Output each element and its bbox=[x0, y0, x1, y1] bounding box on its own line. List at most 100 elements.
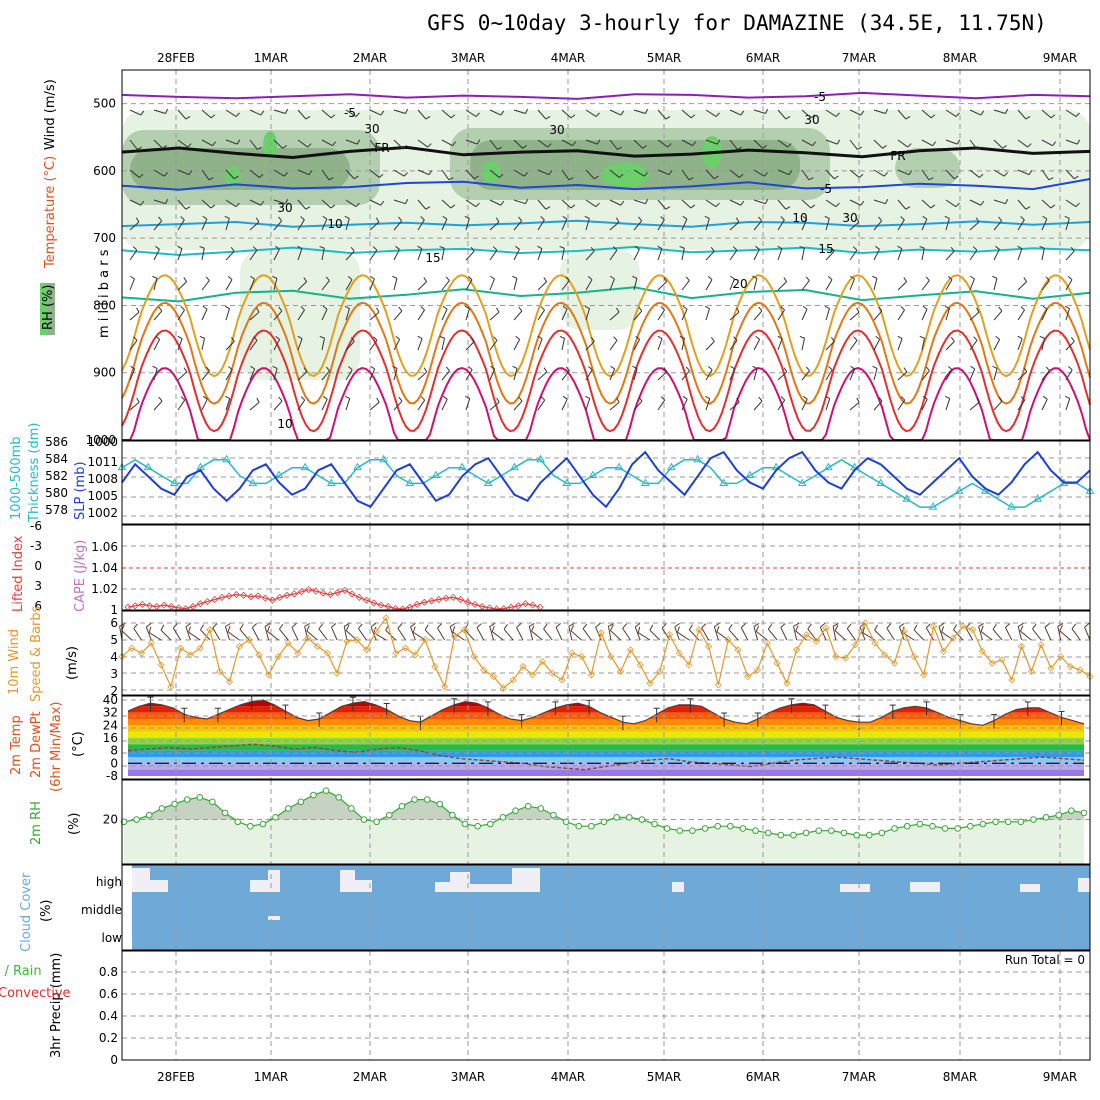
wind-speed-marker bbox=[665, 631, 674, 639]
wind-barb bbox=[897, 338, 903, 351]
wind-barb bbox=[969, 249, 978, 261]
rh-high-patch bbox=[225, 166, 241, 186]
wind-barb-feather bbox=[1067, 276, 1073, 280]
wind-barb bbox=[153, 169, 165, 177]
wind10m-barb bbox=[358, 628, 367, 641]
wind-barb bbox=[585, 199, 597, 208]
wind-barb-feather bbox=[439, 245, 445, 249]
lifted-index-marker bbox=[319, 589, 327, 597]
wind-barb-feather bbox=[856, 397, 860, 403]
wind-barb-feather bbox=[853, 336, 858, 341]
wind-barb bbox=[993, 169, 1005, 177]
wind-speed-marker bbox=[881, 651, 889, 659]
wind-barb-feather bbox=[1017, 245, 1023, 250]
wind-barb bbox=[345, 369, 353, 381]
wind-barb bbox=[681, 338, 685, 351]
wind-barb bbox=[417, 219, 425, 231]
wind-barb bbox=[993, 139, 1003, 149]
wind-barb-feather bbox=[300, 306, 305, 311]
rh2m-marker bbox=[436, 800, 444, 808]
wind10m-barb bbox=[503, 628, 514, 641]
wind10m-barb-feather bbox=[543, 623, 548, 630]
wind-speed-marker bbox=[617, 668, 625, 676]
wind-barb bbox=[585, 398, 591, 411]
wind-speed-marker bbox=[861, 619, 869, 627]
cloud-panel-frame bbox=[121, 864, 1091, 951]
wind10m-barb-feather bbox=[452, 626, 456, 633]
wind-speed-marker bbox=[793, 646, 801, 654]
wind-barb bbox=[441, 139, 453, 147]
wind-barb-feather bbox=[657, 245, 663, 250]
wind-barb bbox=[201, 169, 210, 181]
slp-panel-frame bbox=[121, 440, 1091, 525]
wind-barb-feather bbox=[998, 396, 1003, 402]
wind-barb bbox=[993, 310, 1003, 321]
wind-barb-feather bbox=[187, 143, 192, 148]
wind-barb bbox=[825, 250, 835, 261]
wind-barb-feather bbox=[332, 141, 337, 146]
wind-speed-marker bbox=[656, 668, 664, 676]
contour-label: 30 bbox=[364, 122, 379, 136]
wind-barb bbox=[897, 281, 907, 291]
wind-barb-feather bbox=[518, 306, 523, 312]
wind-barb-feather bbox=[850, 365, 855, 370]
precip-label: 3hr Precip (mm) bbox=[49, 953, 64, 1058]
precip-total-label: Total / Rain bbox=[0, 964, 42, 979]
wind-barb bbox=[729, 368, 736, 381]
wind10m-barb-feather bbox=[595, 622, 601, 628]
wind-barb-feather bbox=[738, 173, 744, 178]
cloud-clear-gap bbox=[268, 870, 280, 892]
rh2m-marker bbox=[954, 825, 961, 832]
wind10m-barb-feather bbox=[318, 623, 323, 630]
wind10m-barb-feather bbox=[978, 622, 984, 627]
wind-barb bbox=[705, 139, 718, 145]
wind-barb bbox=[921, 338, 925, 351]
wind-barb bbox=[201, 370, 210, 381]
wind-speed-marker bbox=[353, 636, 361, 644]
wind-barb-feather bbox=[230, 246, 235, 252]
wind-barb bbox=[321, 338, 325, 351]
wind-barb-feather bbox=[716, 139, 721, 145]
wind-barb bbox=[825, 169, 835, 180]
wind-barb-feather bbox=[824, 215, 830, 219]
wind-speed-marker bbox=[744, 673, 752, 681]
cloud-cover-fill bbox=[132, 865, 1090, 950]
temp-band bbox=[128, 750, 1084, 757]
wind-barb bbox=[777, 371, 788, 381]
date-label-top: 8MAR bbox=[943, 51, 978, 65]
wind-barb bbox=[441, 398, 448, 411]
wind-barb bbox=[369, 199, 382, 206]
wind10m-barb-feather bbox=[266, 625, 271, 632]
wind-barb-feather bbox=[715, 112, 720, 117]
wind-barb bbox=[465, 250, 475, 261]
wind-barb bbox=[177, 139, 189, 148]
wind-barb-feather bbox=[1042, 305, 1048, 310]
wind-barb bbox=[753, 400, 763, 411]
wind-barb-feather bbox=[972, 246, 978, 251]
wind-barb bbox=[777, 309, 785, 321]
wind-barb bbox=[153, 310, 163, 321]
lifted-index-marker bbox=[326, 591, 334, 599]
rh2m-marker bbox=[1030, 816, 1037, 823]
wind-barb bbox=[849, 368, 856, 381]
wind10m-barb-feather bbox=[649, 624, 654, 631]
isotherm-line bbox=[121, 178, 1091, 191]
wind-barb bbox=[465, 169, 475, 180]
wind-barb-feather bbox=[665, 206, 671, 210]
wind-barb-feather bbox=[685, 276, 690, 281]
wind10m-barb bbox=[291, 627, 299, 641]
wind10m-barb bbox=[212, 627, 221, 641]
wind-barb bbox=[417, 139, 429, 148]
wind-barb bbox=[345, 398, 351, 411]
wind-speed-marker bbox=[910, 652, 918, 661]
wind-barb bbox=[681, 169, 690, 181]
wind10m-barb-feather bbox=[279, 623, 284, 630]
wind-barb bbox=[537, 169, 550, 176]
run-total: Run Total = 0 bbox=[1005, 953, 1085, 967]
wind-barb-feather bbox=[707, 276, 713, 280]
wind10m-barb-feather bbox=[146, 622, 152, 628]
wind-barb bbox=[561, 308, 568, 321]
cloud-clear-gap bbox=[435, 882, 450, 892]
wind-barb-feather bbox=[660, 306, 665, 311]
lifted-index-marker bbox=[362, 596, 371, 604]
